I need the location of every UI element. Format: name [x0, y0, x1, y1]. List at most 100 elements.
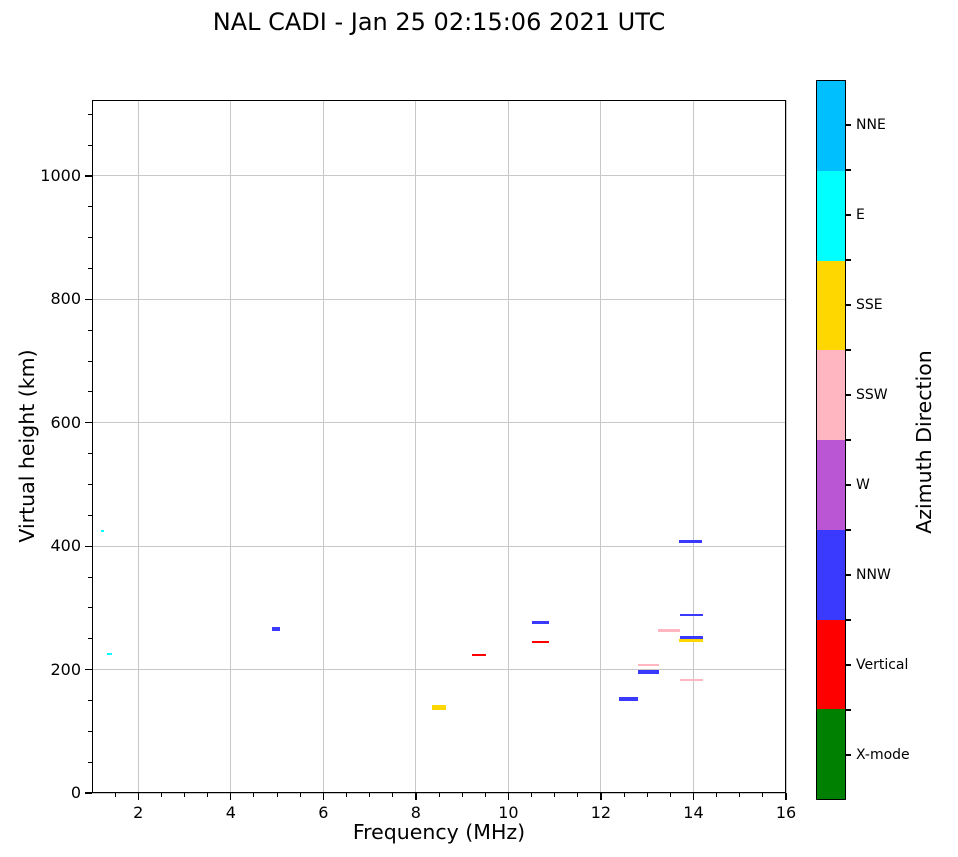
x-major-tick	[230, 793, 232, 800]
x-minor-tick	[276, 793, 278, 797]
y-minor-tick	[88, 514, 92, 516]
figure-title: NAL CADI - Jan 25 02:15:06 2021 UTC	[212, 8, 666, 36]
data-point-marker	[679, 613, 703, 616]
y-minor-tick	[88, 144, 92, 146]
colorbar-center-tick	[846, 214, 851, 216]
x-minor-tick	[369, 793, 371, 797]
colorbar-tick-label: SSW	[856, 387, 888, 403]
x-minor-tick	[762, 793, 764, 797]
y-major-tick	[85, 792, 92, 794]
colorbar-boundary-tick	[846, 529, 851, 531]
colorbar-tick-label: W	[856, 477, 870, 493]
colorbar-boundary-tick	[846, 439, 851, 441]
y-minor-tick	[88, 576, 92, 578]
x-major-tick	[692, 793, 695, 800]
x-gridline	[230, 100, 232, 793]
y-tick-label: 400	[50, 536, 81, 556]
y-gridline	[92, 298, 786, 300]
x-minor-tick	[184, 793, 185, 797]
data-point-marker	[532, 640, 550, 644]
data-point-marker	[472, 654, 487, 657]
data-point-marker	[638, 670, 659, 674]
colorbar-band-nne	[817, 81, 845, 171]
x-minor-tick	[207, 793, 209, 797]
colorbar-band-e	[817, 170, 845, 261]
colorbar-center-tick	[846, 754, 851, 756]
colorbar-boundary-tick	[846, 349, 851, 351]
x-minor-tick	[392, 793, 394, 797]
x-major-tick	[322, 793, 324, 800]
x-major-tick	[507, 793, 510, 800]
colorbar-boundary-tick	[846, 169, 851, 171]
x-tick-label: 4	[225, 803, 236, 822]
y-tick-label: 1000	[40, 165, 81, 185]
x-minor-tick	[739, 793, 741, 797]
colorbar-tick-label: SSE	[856, 297, 883, 313]
colorbar-boundary-tick	[846, 259, 851, 261]
x-minor-tick	[531, 793, 532, 797]
data-point-marker	[532, 620, 550, 625]
y-major-tick	[85, 668, 92, 671]
data-point-marker	[678, 539, 702, 543]
colorbar-band-x-mode	[817, 709, 845, 799]
data-point-marker	[679, 635, 703, 640]
colorbar-tick-label: Vertical	[856, 657, 909, 673]
data-point-marker	[432, 705, 446, 711]
colorbar-tick-label: E	[856, 207, 865, 223]
y-major-tick	[85, 545, 92, 547]
data-point-marker	[679, 679, 703, 682]
x-gridline	[600, 100, 602, 793]
data-point-marker	[679, 639, 704, 643]
y-major-tick	[85, 298, 92, 300]
y-minor-tick	[88, 484, 92, 485]
x-minor-tick	[577, 793, 579, 797]
x-gridline	[507, 100, 509, 793]
colorbar-center-tick	[846, 664, 851, 666]
x-tick-label: 16	[775, 803, 797, 822]
y-minor-tick	[88, 391, 92, 393]
plot-area	[92, 100, 786, 793]
y-tick-label: 0	[70, 783, 81, 802]
x-tick-label: 2	[133, 803, 144, 822]
x-gridline	[137, 100, 139, 793]
x-minor-tick	[346, 793, 347, 797]
y-tick-label: 200	[50, 659, 81, 679]
y-tick-label: 800	[50, 289, 81, 309]
colorbar-tick-label: X-mode	[856, 747, 910, 763]
colorbar-center-tick	[846, 574, 851, 576]
y-minor-tick	[88, 761, 92, 763]
y-minor-tick	[88, 607, 92, 609]
x-major-tick	[137, 793, 139, 800]
data-point-marker	[657, 629, 681, 632]
colorbar-band-nnw	[817, 529, 845, 620]
x-minor-tick	[299, 793, 301, 797]
y-minor-tick	[88, 360, 92, 362]
colorbar-center-tick	[846, 304, 851, 306]
x-gridline	[692, 100, 694, 793]
colorbar-tick-label: NNE	[856, 117, 886, 133]
y-minor-tick	[88, 237, 92, 239]
x-tick-label: 10	[498, 803, 519, 822]
colorbar-band-sse	[817, 260, 845, 351]
y-minor-tick	[88, 699, 92, 701]
y-minor-tick	[88, 268, 92, 269]
x-minor-tick	[554, 793, 556, 797]
x-minor-tick	[646, 793, 648, 797]
y-major-tick	[85, 422, 92, 424]
x-gridline	[415, 100, 417, 793]
y-major-tick	[85, 175, 92, 177]
y-gridline	[92, 669, 786, 671]
y-minor-tick	[88, 638, 92, 640]
colorbar-tick-label: NNW	[856, 567, 891, 583]
y-minor-tick	[88, 453, 92, 455]
colorbar-axis-label: Azimuth Direction	[912, 350, 936, 534]
x-minor-tick	[253, 793, 255, 797]
colorbar-band-vertical	[817, 619, 845, 710]
y-tick-label: 600	[50, 412, 81, 432]
x-axis-label: Frequency (MHz)	[352, 820, 526, 844]
x-minor-tick	[461, 793, 463, 797]
data-point-marker	[638, 664, 659, 667]
colorbar-center-tick	[846, 124, 851, 126]
y-gridline	[92, 175, 786, 177]
